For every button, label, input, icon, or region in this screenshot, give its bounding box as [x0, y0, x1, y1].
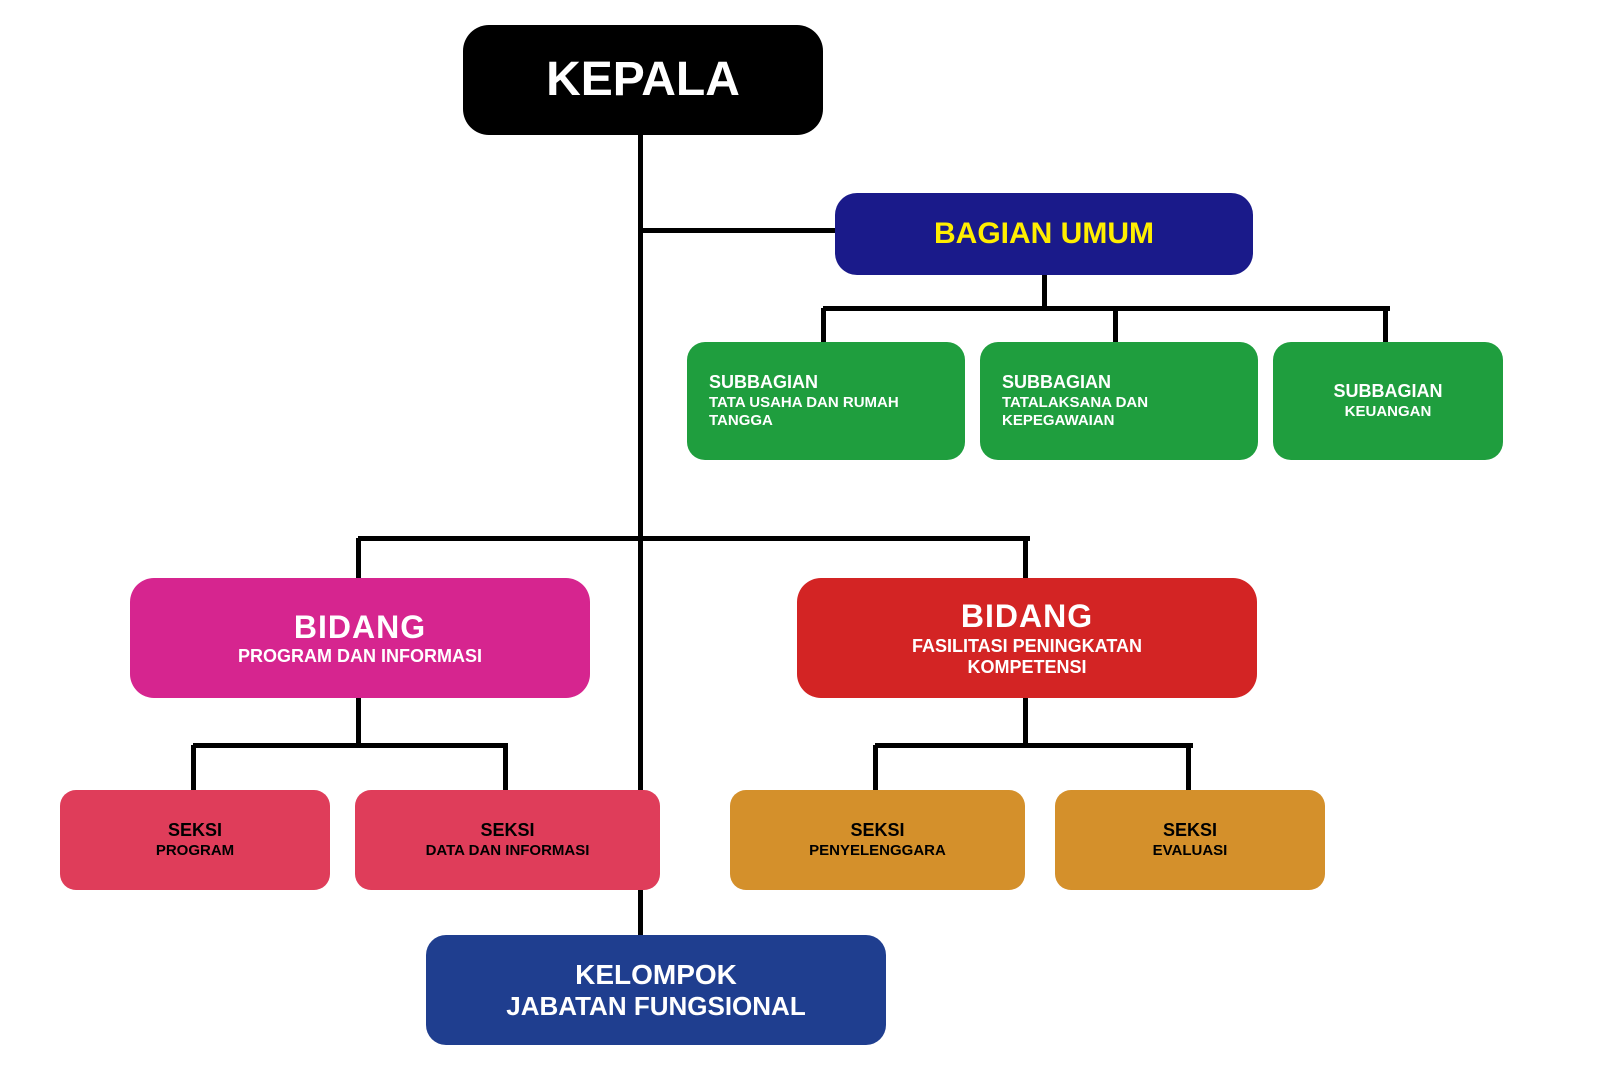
seksi-l2-sub: DATA DAN INFORMASI	[426, 842, 590, 860]
node-seksi-program: SEKSI PROGRAM	[60, 790, 330, 890]
node-kepala: KEPALA	[463, 25, 823, 135]
seksi-r2-sub: EVALUASI	[1153, 842, 1228, 860]
seksi-l2-title: SEKSI	[480, 820, 534, 842]
node-seksi-penyelenggara: SEKSI PENYELENGGARA	[730, 790, 1025, 890]
seksi-l1-sub: PROGRAM	[156, 842, 234, 860]
bidang-right-sub: FASILITASI PENINGKATAN KOMPETENSI	[867, 636, 1187, 679]
sub2-sub: TATALAKSANA DAN KEPEGAWAIAN	[1002, 394, 1246, 430]
node-bagian-umum: BAGIAN UMUM	[835, 193, 1253, 275]
node-kelompok-jabatan: KELOMPOK JABATAN FUNGSIONAL	[426, 935, 886, 1045]
node-subbagian-3: SUBBAGIAN KEUANGAN	[1273, 342, 1503, 460]
sub2-title: SUBBAGIAN	[1002, 372, 1111, 394]
seksi-r1-title: SEKSI	[850, 820, 904, 842]
kelompok-sub: JABATAN FUNGSIONAL	[506, 991, 805, 1022]
sub3-sub: KEUANGAN	[1345, 403, 1432, 421]
node-seksi-evaluasi: SEKSI EVALUASI	[1055, 790, 1325, 890]
bidang-left-title: BIDANG	[294, 608, 426, 646]
seksi-r1-sub: PENYELENGGARA	[809, 842, 946, 860]
node-subbagian-1: SUBBAGIAN TATA USAHA DAN RUMAH TANGGA	[687, 342, 965, 460]
kelompok-title: KELOMPOK	[575, 958, 737, 992]
node-kepala-label: KEPALA	[546, 51, 740, 109]
node-subbagian-2: SUBBAGIAN TATALAKSANA DAN KEPEGAWAIAN	[980, 342, 1258, 460]
node-bidang-program: BIDANG PROGRAM DAN INFORMASI	[130, 578, 590, 698]
seksi-l1-title: SEKSI	[168, 820, 222, 842]
sub3-title: SUBBAGIAN	[1333, 381, 1442, 403]
sub1-sub: TATA USAHA DAN RUMAH TANGGA	[709, 394, 953, 430]
node-bagian-umum-label: BAGIAN UMUM	[934, 216, 1154, 252]
sub1-title: SUBBAGIAN	[709, 372, 818, 394]
node-bidang-fasilitasi: BIDANG FASILITASI PENINGKATAN KOMPETENSI	[797, 578, 1257, 698]
node-seksi-data: SEKSI DATA DAN INFORMASI	[355, 790, 660, 890]
seksi-r2-title: SEKSI	[1163, 820, 1217, 842]
bidang-right-title: BIDANG	[961, 597, 1093, 635]
bidang-left-sub: PROGRAM DAN INFORMASI	[238, 646, 482, 668]
